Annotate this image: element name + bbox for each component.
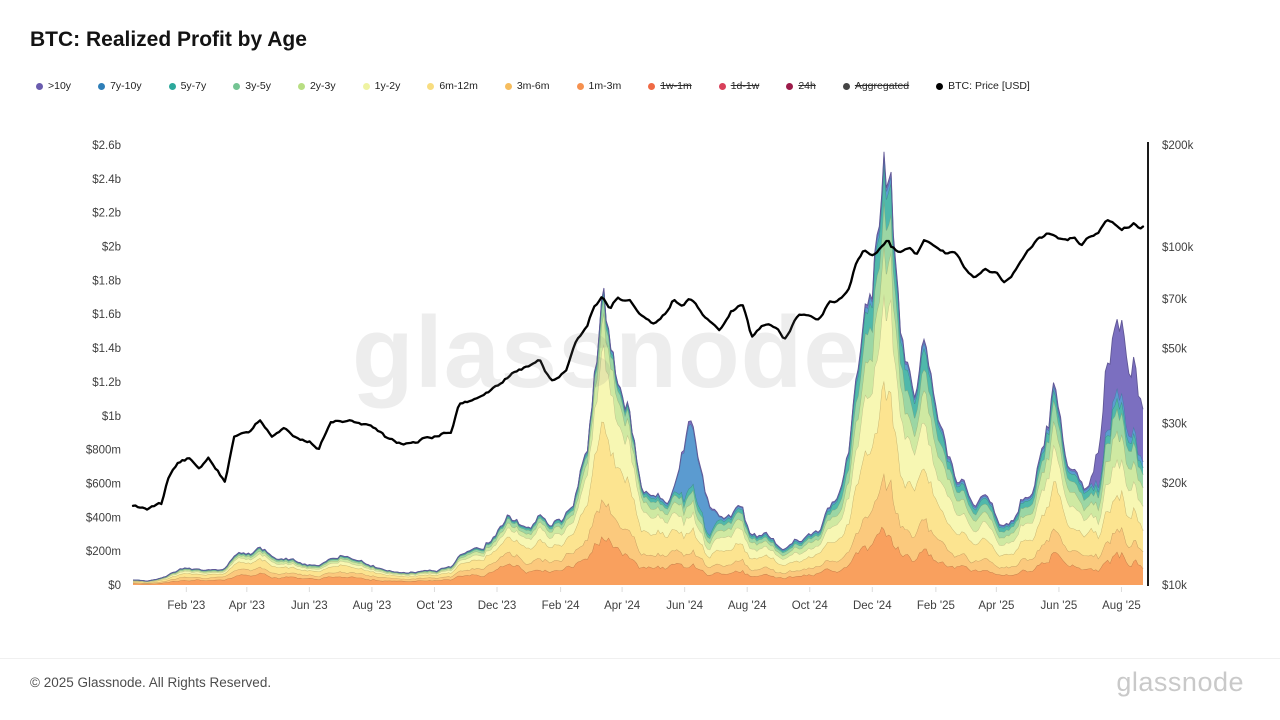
y-left-tick-label: $400m: [86, 512, 121, 524]
y-left-tick-label: $2b: [102, 242, 121, 254]
x-tick-label: Feb '25: [917, 600, 955, 612]
y-right-tick-label: $30k: [1162, 419, 1187, 431]
area-band-m1_3: [133, 526, 1143, 585]
x-tick-label: Oct '23: [416, 600, 452, 612]
legend-item-price[interactable]: BTC: Price [USD]: [936, 80, 1030, 92]
legend-item-agg[interactable]: Aggregated: [842, 80, 910, 92]
legend: >10y 7y-10y 5y-7y 3y-5y 2y-3y 1y-2y 6m-12m 3m-6…: [36, 80, 1030, 92]
x-tick-label: Feb '23: [167, 600, 205, 612]
legend-dot-icon: [648, 82, 656, 90]
x-tick-label: Apr '25: [978, 600, 1014, 612]
y-right-tick-label: $10k: [1162, 580, 1187, 592]
legend-dot-icon: [427, 82, 435, 90]
y-left-tick-label: $2.2b: [92, 208, 121, 220]
legend-dot-icon: [98, 82, 106, 90]
x-tick-label: Oct '24: [792, 600, 829, 612]
y-left-tick-label: $600m: [86, 478, 121, 490]
legend-dot-icon: [842, 82, 850, 90]
copyright-text: © 2025 Glassnode. All Rights Reserved.: [30, 675, 272, 690]
legend-dot-icon: [362, 82, 370, 90]
x-tick-label: Jun '24: [666, 600, 703, 612]
footer: © 2025 Glassnode. All Rights Reserved. g…: [0, 658, 1280, 720]
legend-item-y1_2[interactable]: 1y-2y: [362, 80, 401, 92]
price-line: [131, 219, 1145, 511]
y-right-tick-label: $50k: [1162, 344, 1187, 356]
area-band-y1_2: [133, 293, 1143, 583]
area-band-m3_6: [133, 473, 1143, 584]
legend-item-d1_w1[interactable]: 1d-1w: [718, 80, 760, 92]
x-tick-label: Apr '24: [604, 600, 641, 612]
legend-dot-icon: [936, 82, 944, 90]
x-tick-label: Dec '24: [853, 600, 892, 612]
legend-dot-icon: [504, 82, 512, 90]
y-left-tick-label: $1b: [102, 411, 121, 423]
legend-item-m1_3[interactable]: 1m-3m: [576, 80, 622, 92]
y-right-tick-label: $20k: [1162, 478, 1187, 490]
legend-item-gt10y[interactable]: >10y: [36, 80, 71, 92]
legend-item-y5_7[interactable]: 5y-7y: [168, 80, 207, 92]
area-band-edge-gt10y: [132, 151, 1144, 582]
y-left-tick-label: $800m: [86, 445, 121, 457]
legend-item-w1_m1[interactable]: 1w-1m: [648, 80, 692, 92]
x-tick-label: Feb '24: [542, 600, 581, 612]
legend-dot-icon: [718, 82, 726, 90]
legend-dot-icon: [233, 82, 241, 90]
legend-label: 7y-10y: [110, 80, 142, 92]
legend-label: >10y: [48, 80, 72, 92]
y-left-tick-label: $1.2b: [92, 377, 121, 389]
legend-label: BTC: Price [USD]: [948, 80, 1030, 92]
x-tick-label: Jun '25: [1041, 600, 1078, 612]
y-left-tick-label: $0: [108, 580, 121, 592]
x-tick-label: Aug '24: [728, 600, 767, 612]
legend-dot-icon: [36, 82, 43, 90]
legend-item-y7_10[interactable]: 7y-10y: [98, 80, 142, 92]
y-left-tick-label: $1.8b: [92, 275, 121, 287]
y-right-tick-label: $70k: [1162, 294, 1187, 306]
glassnode-wordmark: glassnode: [1116, 667, 1244, 697]
legend-label: 1d-1w: [730, 80, 760, 92]
y-left-tick-label: $1.4b: [92, 343, 121, 355]
legend-label: 5y-7y: [180, 80, 207, 92]
area-band-m6_12: [133, 380, 1143, 583]
legend-dot-icon: [786, 82, 794, 90]
legend-label: 3m-6m: [516, 80, 550, 92]
legend-label: 24h: [798, 80, 816, 92]
y-right-tick-label: $100k: [1162, 242, 1194, 254]
y-left-tick-label: $1.6b: [92, 309, 121, 321]
legend-dot-icon: [297, 82, 305, 90]
x-tick-label: Apr '23: [229, 600, 265, 612]
y-left-tick-label: $2.4b: [92, 174, 121, 186]
legend-label: 2y-3y: [309, 80, 336, 92]
legend-label: Aggregated: [854, 80, 910, 92]
legend-item-m6_12[interactable]: 6m-12m: [427, 80, 478, 92]
x-tick-label: Jun '23: [291, 600, 328, 612]
legend-item-m3_6[interactable]: 3m-6m: [504, 80, 550, 92]
chart-title: BTC: Realized Profit by Age: [30, 28, 307, 51]
y-left-tick-label: $2.6b: [92, 140, 121, 152]
legend-item-h24[interactable]: 24h: [786, 80, 816, 92]
legend-item-y3_5[interactable]: 3y-5y: [233, 80, 271, 92]
legend-label: 6m-12m: [439, 80, 478, 92]
legend-dot-icon: [168, 82, 176, 90]
legend-label: 1m-3m: [588, 80, 622, 92]
legend-label: 3y-5y: [245, 80, 271, 92]
legend-item-y2_3[interactable]: 2y-3y: [297, 80, 336, 92]
x-tick-label: Aug '23: [353, 600, 392, 612]
legend-label: 1w-1m: [660, 80, 692, 92]
x-tick-label: Aug '25: [1102, 600, 1141, 612]
y-right-tick-label: $200k: [1162, 140, 1194, 152]
x-tick-label: Dec '23: [478, 600, 517, 612]
legend-dot-icon: [576, 82, 584, 90]
legend-label: 1y-2y: [374, 80, 401, 92]
y-left-tick-label: $200m: [86, 546, 121, 558]
